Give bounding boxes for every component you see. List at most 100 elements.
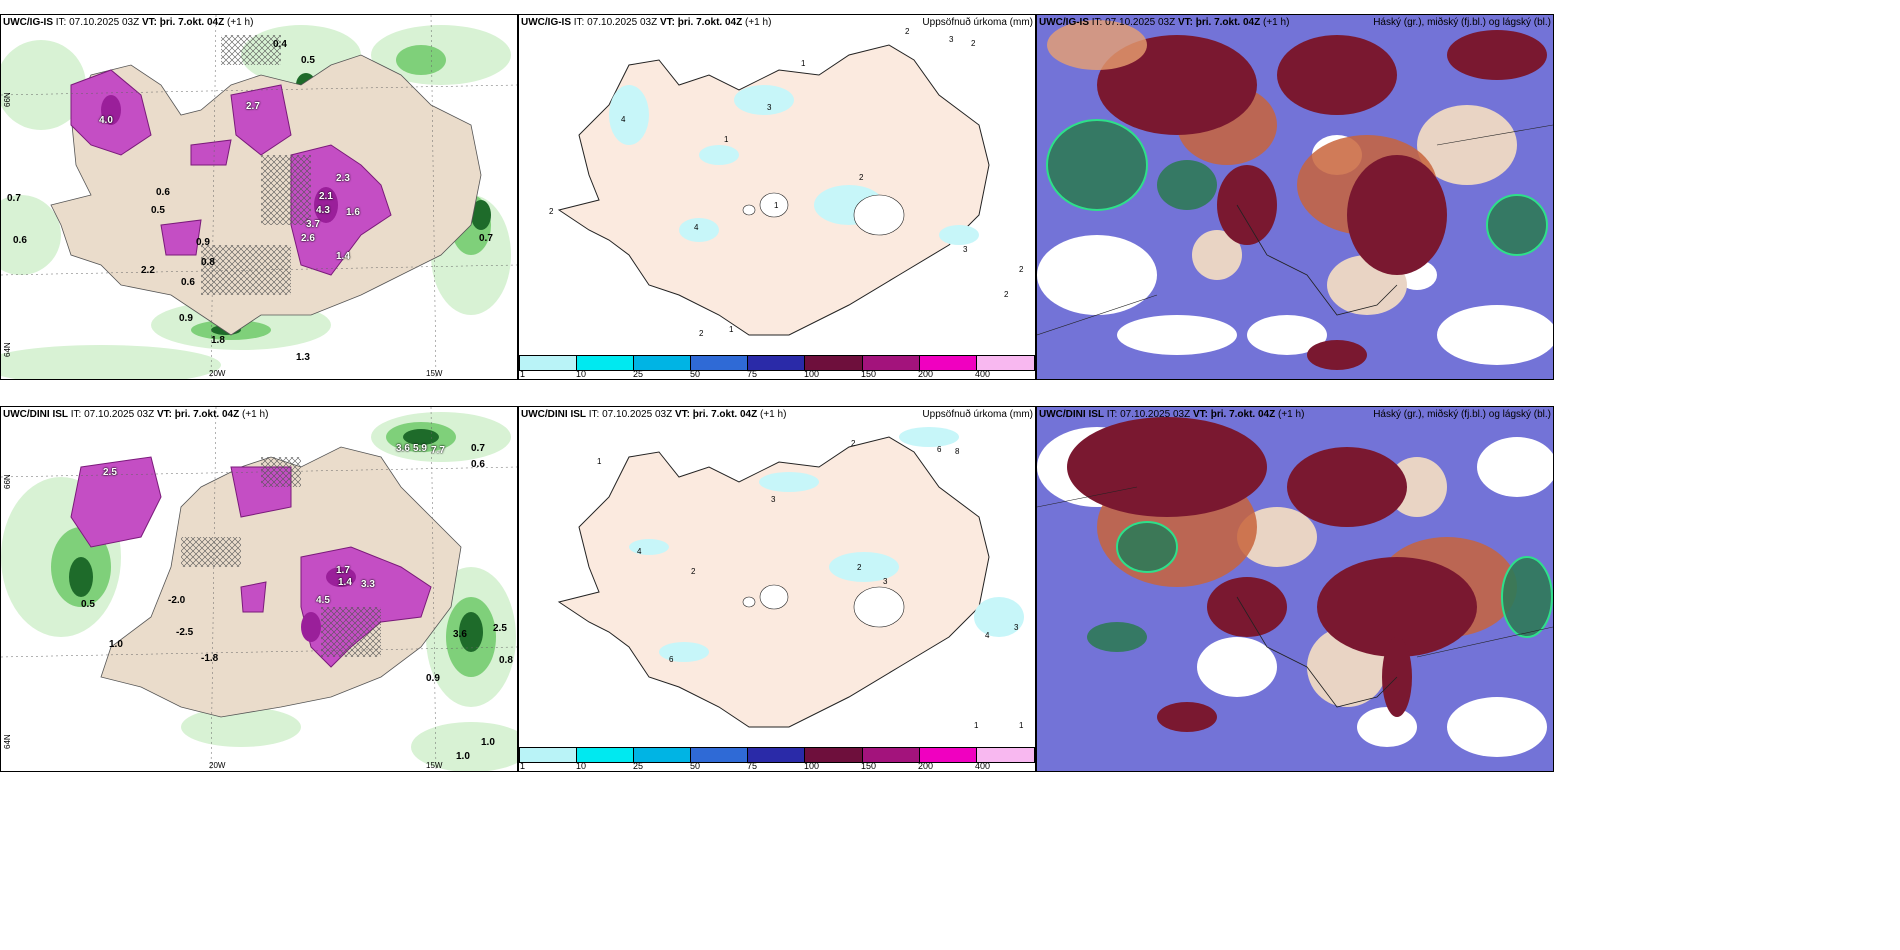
init-time: IT: 07.10.2025 03Z xyxy=(1106,409,1191,420)
cloud-map xyxy=(1037,407,1553,771)
value-label: 0.5 xyxy=(301,55,315,66)
value-label: 3.6 xyxy=(396,443,410,454)
lon-label: 15W xyxy=(426,369,443,378)
value-label: 2.7 xyxy=(246,101,260,112)
valid-time: þri. 7.okt. 04Z xyxy=(159,17,225,28)
value-label: 1 xyxy=(597,457,602,466)
colorbar-tick: 100 xyxy=(804,761,820,771)
colorbar-tick: 150 xyxy=(861,761,877,771)
value-label: 4 xyxy=(694,223,699,232)
value-label: 1.0 xyxy=(109,639,123,650)
value-label: 0.7 xyxy=(7,193,21,204)
value-label: 4 xyxy=(621,115,626,124)
colorbar-segment xyxy=(919,748,977,762)
value-label: 8 xyxy=(955,447,960,456)
value-label: 2.3 xyxy=(336,173,350,184)
value-label: 3.3 xyxy=(361,579,375,590)
lead-time: (+1 h) xyxy=(1263,17,1290,28)
value-label: 2 xyxy=(1004,290,1009,299)
model-name: UWC/DINI ISL xyxy=(1039,409,1104,420)
wind-precip-map xyxy=(1,407,517,771)
init-time: IT: 07.10.2025 03Z xyxy=(573,17,658,28)
value-label: 0.6 xyxy=(156,187,170,198)
colorbar-tick: 10 xyxy=(576,761,587,771)
panel-bottom-right: UWC/DINI ISL IT: 07.10.2025 03Z VT: þri.… xyxy=(1036,406,1554,772)
lead-time: (+1 h) xyxy=(1278,409,1305,420)
panel-header: UWC/DINI ISL IT: 07.10.2025 03Z VT: þri.… xyxy=(521,409,786,421)
value-label: 1.4 xyxy=(336,251,350,262)
valid-time: þri. 7.okt. 04Z xyxy=(692,409,758,420)
panel-bottom-mid: UWC/DINI ISL IT: 07.10.2025 03Z VT: þri.… xyxy=(518,406,1036,772)
lead-time: (+1 h) xyxy=(760,409,787,420)
panel-bottom-left: UWC/DINI ISL IT: 07.10.2025 03Z VT: þri.… xyxy=(0,406,518,772)
value-label: 2 xyxy=(699,329,704,338)
model-name: UWC/DINI ISL xyxy=(521,409,586,420)
colorbar-tick: 1 xyxy=(520,369,526,379)
valid-time: þri. 7.okt. 04Z xyxy=(174,409,240,420)
colorbar-segment xyxy=(862,748,920,762)
valid-time-label: VT: xyxy=(141,17,157,28)
cloud-map xyxy=(1037,15,1553,379)
lead-time: (+1 h) xyxy=(242,409,269,420)
colorbar-segment xyxy=(691,356,749,370)
init-time: IT: 07.10.2025 03Z xyxy=(588,409,673,420)
init-time: IT: 07.10.2025 03Z xyxy=(1091,17,1176,28)
value-label: -1.8 xyxy=(201,653,219,664)
value-label: 1 xyxy=(724,135,729,144)
init-time: IT: 07.10.2025 03Z xyxy=(55,17,140,28)
colorbar-segment xyxy=(805,748,863,762)
init-time: IT: 07.10.2025 03Z xyxy=(70,409,155,420)
value-label: 1.3 xyxy=(296,352,310,363)
colorbar-tick: 200 xyxy=(918,761,934,771)
value-label: -2.5 xyxy=(176,627,194,638)
valid-time-label: VT: xyxy=(674,409,690,420)
value-label: 0.4 xyxy=(273,39,287,50)
colorbar-tick: 25 xyxy=(633,761,644,771)
value-label: 1 xyxy=(774,201,779,210)
value-label: 4.0 xyxy=(99,115,113,126)
valid-time: þri. 7.okt. 04Z xyxy=(677,17,743,28)
value-label: 2.5 xyxy=(103,467,117,478)
value-label: 2.5 xyxy=(493,623,507,634)
value-label: 1.0 xyxy=(481,737,495,748)
panel-top-mid: UWC/IG-IS IT: 07.10.2025 03Z VT: þri. 7.… xyxy=(518,14,1036,380)
panel-header: UWC/IG-IS IT: 07.10.2025 03Z VT: þri. 7.… xyxy=(521,17,771,29)
colorbar-segment xyxy=(520,356,578,370)
lon-label: 20W xyxy=(209,761,226,770)
colorbar-tick: 400 xyxy=(975,761,991,771)
value-label: 0.6 xyxy=(13,235,27,246)
value-label: 0.5 xyxy=(81,599,95,610)
value-label: 2.1 xyxy=(319,191,333,202)
colorbar-segment xyxy=(691,748,749,762)
colorbar-segment xyxy=(577,748,635,762)
precip-colorbar xyxy=(519,355,1035,371)
colorbar-tick: 50 xyxy=(690,369,701,379)
colorbar-tick: 10 xyxy=(576,369,587,379)
value-label: 4.3 xyxy=(316,205,330,216)
lat-label: 64N xyxy=(3,342,12,357)
field-title: Uppsöfnuð úrkoma (mm) xyxy=(922,409,1033,420)
value-label: 3 xyxy=(949,35,954,44)
value-label: 2 xyxy=(851,439,856,448)
lat-label: 66N xyxy=(3,474,12,489)
colorbar-labels: 1 10 25 50 75 100 150 200 400 xyxy=(519,761,1033,771)
colorbar-tick: 150 xyxy=(861,369,877,379)
valid-time-label: VT: xyxy=(1192,409,1208,420)
value-label: 1 xyxy=(729,325,734,334)
precip-map xyxy=(519,407,1035,771)
value-label: 2 xyxy=(691,567,696,576)
value-label: -2.0 xyxy=(168,595,186,606)
colorbar-tick: 50 xyxy=(690,761,701,771)
value-label: 3.7 xyxy=(306,219,320,230)
value-label: 2.6 xyxy=(301,233,315,244)
value-label: 2 xyxy=(549,207,554,216)
value-label: 4.5 xyxy=(316,595,330,606)
field-title: Háský (gr.), miðský (fj.bl.) og lágský (… xyxy=(1373,409,1551,420)
valid-time-label: VT: xyxy=(1177,17,1193,28)
colorbar-tick: 25 xyxy=(633,369,644,379)
colorbar-segment xyxy=(520,748,578,762)
value-label: 2 xyxy=(905,27,910,36)
value-label: 6 xyxy=(937,445,942,454)
colorbar-tick: 200 xyxy=(918,369,934,379)
colorbar-segment xyxy=(976,356,1034,370)
